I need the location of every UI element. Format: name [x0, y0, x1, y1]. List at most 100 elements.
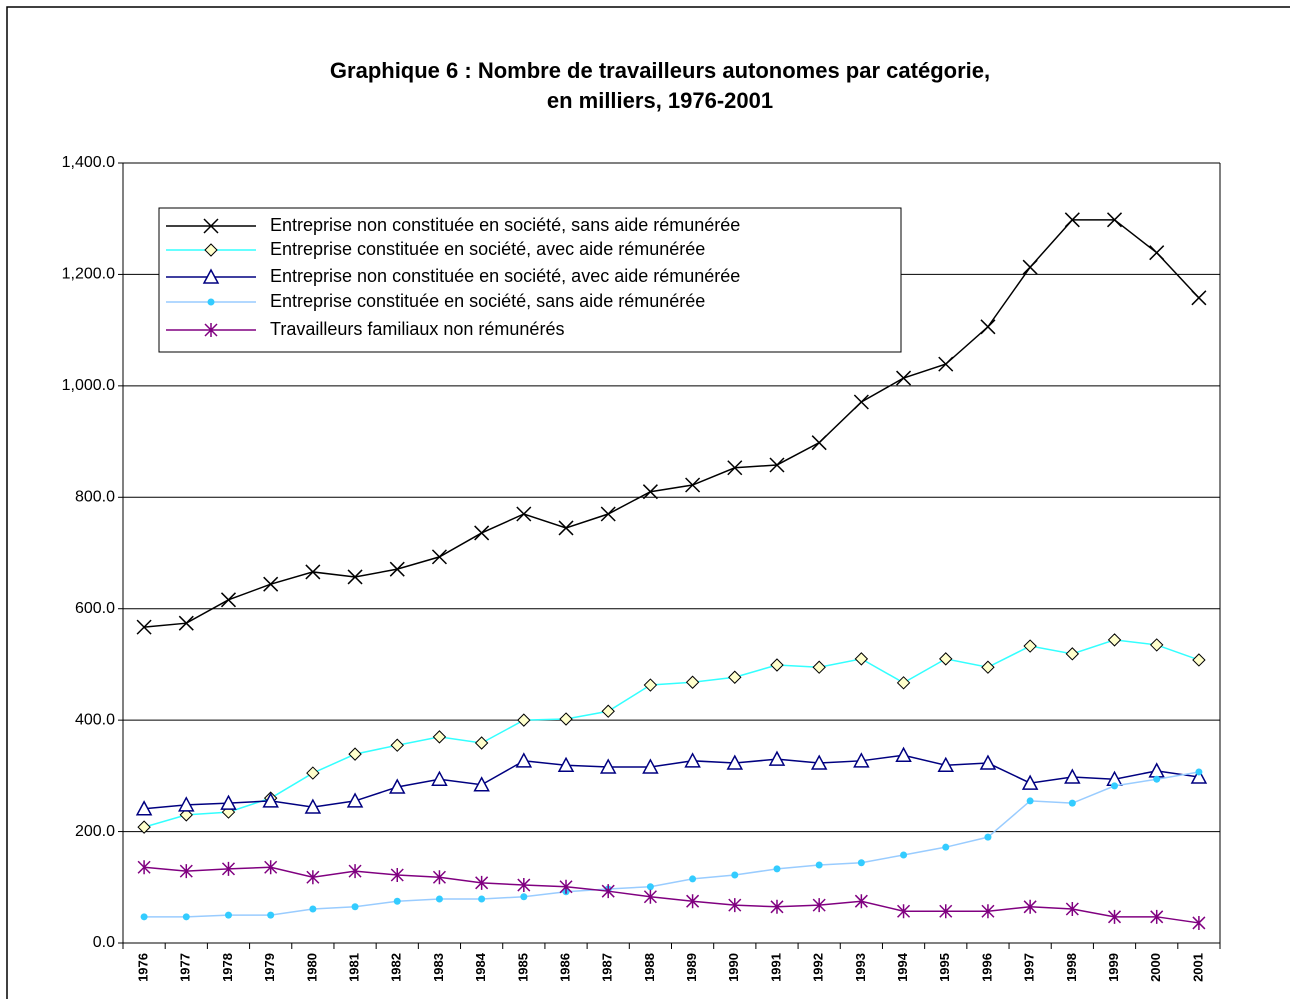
- x-tick-label: 1978: [220, 953, 235, 982]
- data-point: [937, 756, 955, 773]
- data-point: [351, 903, 359, 911]
- data-point: [306, 766, 320, 780]
- data-point: [220, 592, 237, 608]
- data-point: [812, 660, 826, 674]
- data-point: [220, 794, 237, 810]
- data-point: [600, 506, 616, 522]
- data-point: [895, 746, 912, 762]
- data-point: [1192, 653, 1206, 667]
- x-tick-label: 1977: [178, 953, 193, 982]
- data-point: [478, 895, 486, 903]
- data-point: [390, 868, 404, 883]
- x-tick-label: 1981: [346, 953, 361, 982]
- y-tick-label: 600.0: [75, 600, 115, 617]
- data-point: [1021, 774, 1039, 790]
- data-point: [642, 758, 659, 774]
- x-tick-label: 1999: [1106, 953, 1121, 982]
- data-point: [557, 756, 575, 773]
- x-tick-label: 1998: [1064, 953, 1079, 982]
- data-point: [137, 820, 151, 834]
- x-tick-label: 2001: [1190, 953, 1205, 982]
- data-point: [896, 370, 912, 386]
- x-tick-label: 1993: [853, 953, 868, 982]
- x-tick-label: 1997: [1022, 953, 1037, 982]
- data-point: [474, 525, 490, 541]
- chart-title: en milliers, 1976-2001: [547, 88, 773, 113]
- data-point: [224, 911, 232, 919]
- legend-label: Entreprise constituée en société, avec a…: [270, 239, 705, 259]
- x-tick-label: 1996: [979, 953, 994, 982]
- legend-label: Travailleurs familiaux non rémunérés: [270, 319, 564, 339]
- data-point: [938, 356, 954, 372]
- data-point: [517, 878, 531, 893]
- x-tick-label: 1988: [642, 953, 657, 982]
- legend-label: Entreprise constituée en société, sans a…: [270, 291, 705, 311]
- data-point: [1150, 638, 1164, 652]
- data-point: [389, 561, 405, 577]
- data-point: [1191, 290, 1207, 306]
- data-point: [431, 770, 448, 786]
- data-point: [473, 776, 490, 792]
- data-point: [393, 897, 401, 905]
- data-point: [1026, 797, 1034, 805]
- x-tick-label: 1992: [811, 953, 826, 982]
- data-point: [981, 660, 995, 674]
- data-point: [475, 875, 489, 890]
- data-point: [897, 904, 911, 919]
- data-point: [1068, 799, 1076, 807]
- x-tick-label: 1983: [431, 953, 446, 982]
- y-tick-label: 1,200.0: [62, 266, 115, 283]
- data-point: [264, 860, 278, 875]
- data-point: [435, 895, 443, 903]
- data-point: [390, 738, 404, 752]
- x-tick-label: 1989: [684, 953, 699, 982]
- data-point: [689, 875, 697, 883]
- y-tick-label: 0.0: [93, 934, 115, 951]
- data-point: [727, 460, 743, 476]
- x-tick-label: 1982: [389, 953, 404, 982]
- data-point: [980, 319, 996, 335]
- legend-marker: [203, 218, 219, 234]
- data-point: [770, 658, 784, 672]
- data-point: [182, 913, 190, 921]
- legend-marker: [207, 298, 215, 306]
- data-point: [559, 712, 573, 726]
- data-point: [140, 913, 148, 921]
- x-tick-label: 1985: [515, 953, 530, 982]
- data-point: [348, 864, 362, 879]
- legend-box: [158, 207, 902, 353]
- data-point: [731, 871, 739, 879]
- data-point: [305, 564, 321, 580]
- data-point: [346, 792, 364, 808]
- data-point: [601, 704, 615, 718]
- y-tick-label: 1,400.0: [62, 154, 115, 171]
- data-point: [262, 792, 279, 808]
- data-point: [643, 678, 658, 692]
- x-tick-label: 2000: [1148, 953, 1163, 982]
- x-tick-label: 1994: [895, 952, 910, 982]
- data-point: [853, 752, 870, 768]
- data-point: [1107, 909, 1122, 924]
- data-point: [900, 851, 908, 859]
- legend-label: Entreprise non constituée en société, sa…: [270, 215, 740, 235]
- data-point: [599, 758, 617, 774]
- data-point: [1022, 259, 1038, 275]
- y-tick-label: 800.0: [75, 489, 115, 506]
- chart-title: Graphique 6 : Nombre de travailleurs aut…: [330, 58, 990, 83]
- data-point: [1192, 915, 1206, 930]
- x-tick-label: 1984: [473, 952, 488, 982]
- data-point: [1064, 768, 1081, 784]
- data-point: [431, 549, 447, 565]
- data-point: [178, 615, 194, 631]
- data-point: [306, 870, 320, 885]
- data-point: [811, 435, 827, 451]
- data-point: [309, 905, 317, 913]
- x-tick-label: 1976: [136, 953, 151, 982]
- data-point: [267, 911, 275, 919]
- x-tick-label: 1995: [937, 953, 952, 982]
- data-point: [939, 652, 953, 666]
- data-point: [558, 520, 574, 536]
- legend-marker: [204, 323, 218, 337]
- data-point: [942, 843, 950, 851]
- series-line: [144, 219, 1200, 628]
